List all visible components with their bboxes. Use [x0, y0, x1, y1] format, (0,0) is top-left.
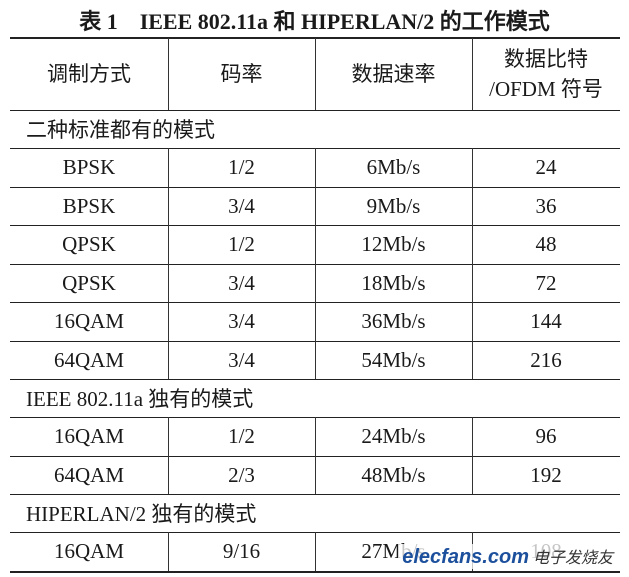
section-title: IEEE 802.11a 独有的模式 [26, 387, 254, 411]
table-cell: 24 [535, 155, 557, 180]
column-rule [168, 148, 169, 187]
header-text: 码率 [220, 62, 263, 86]
table-cell: QPSK [62, 232, 116, 257]
table-cell: 3/4 [228, 309, 255, 334]
column-rule [472, 417, 473, 456]
column-rule [315, 417, 316, 456]
table-cell: 144 [530, 309, 562, 334]
column-rule [315, 455, 316, 494]
column-rule [315, 186, 316, 225]
header-text: /OFDM 符号 [489, 77, 603, 101]
table-cell: 2/3 [228, 462, 255, 487]
rule [10, 570, 620, 573]
column-rule [168, 186, 169, 225]
column-rule [315, 225, 316, 264]
table-cell: 36 [535, 193, 557, 218]
column-rule [315, 148, 316, 187]
column-rule [315, 263, 316, 302]
table-cell: 48Mb/s [361, 462, 426, 487]
column-rule [168, 38, 169, 110]
column-rule [315, 340, 316, 379]
column-rule [472, 186, 473, 225]
column-rule [168, 302, 169, 341]
column-rule [168, 455, 169, 494]
table-cell: 9Mb/s [366, 193, 421, 218]
header-cell: 数据速率 [315, 38, 472, 110]
column-rule [472, 38, 473, 110]
column-rule [315, 532, 316, 571]
column-rule [472, 148, 473, 187]
rule [10, 379, 620, 380]
section-title: 二种标准都有的模式 [26, 118, 215, 142]
table-cell: 192 [530, 462, 562, 487]
watermark-site: elecfans.com [402, 546, 529, 568]
column-rule [168, 263, 169, 302]
table-cell: 64QAM [53, 462, 124, 487]
column-rule [168, 417, 169, 456]
table-cell: 16QAM [53, 309, 124, 334]
section-title: HIPERLAN/2 独有的模式 [26, 502, 257, 526]
table-cell: 9/16 [222, 539, 261, 564]
table-cell: 3/4 [228, 193, 255, 218]
table-cell: 16QAM [53, 424, 124, 449]
table-cell: 6Mb/s [366, 155, 421, 180]
table-cell: 3/4 [228, 270, 255, 295]
column-rule [472, 455, 473, 494]
table-cell: 96 [535, 424, 557, 449]
table-cell: 64QAM [53, 347, 124, 372]
column-rule [168, 532, 169, 571]
watermark-brand: 电子发烧友 [532, 550, 613, 567]
table-cell: BPSK [62, 193, 116, 218]
column-rule [472, 263, 473, 302]
table-cell: QPSK [62, 270, 116, 295]
rule [10, 494, 620, 495]
table-cell: 48 [535, 232, 557, 257]
header-cell: 码率 [168, 38, 315, 110]
column-rule [472, 225, 473, 264]
header-text: 数据比特 [504, 47, 588, 71]
table-cell: 216 [530, 347, 562, 372]
column-rule [315, 302, 316, 341]
header-text: 调制方式 [47, 62, 131, 86]
table-cell: 24Mb/s [361, 424, 426, 449]
column-rule [168, 225, 169, 264]
column-rule [472, 340, 473, 379]
table-cell: 72 [535, 270, 557, 295]
table-cell: 3/4 [228, 347, 255, 372]
column-rule [315, 38, 316, 110]
rule [10, 110, 620, 111]
column-rule [168, 340, 169, 379]
header-cell: 数据比特/OFDM 符号 [472, 38, 620, 110]
header-text: 数据速率 [351, 62, 436, 86]
table-cell: 54Mb/s [361, 347, 426, 372]
table-cell: 1/2 [228, 424, 255, 449]
table-cell: 1/2 [228, 155, 255, 180]
table-cell: 36Mb/s [361, 309, 426, 334]
table-cell: 18Mb/s [361, 270, 426, 295]
table-cell: BPSK [62, 155, 116, 180]
table-cell: 16QAM [53, 539, 124, 564]
header-cell: 调制方式 [10, 38, 168, 110]
table-cell: 12Mb/s [361, 232, 426, 257]
column-rule [472, 302, 473, 341]
watermark: elecfans.com 电子发烧友 [398, 544, 617, 569]
table-title: 表 1 IEEE 802.11a 和 HIPERLAN/2 的工作模式 [79, 9, 550, 34]
table-cell: 1/2 [228, 232, 255, 257]
